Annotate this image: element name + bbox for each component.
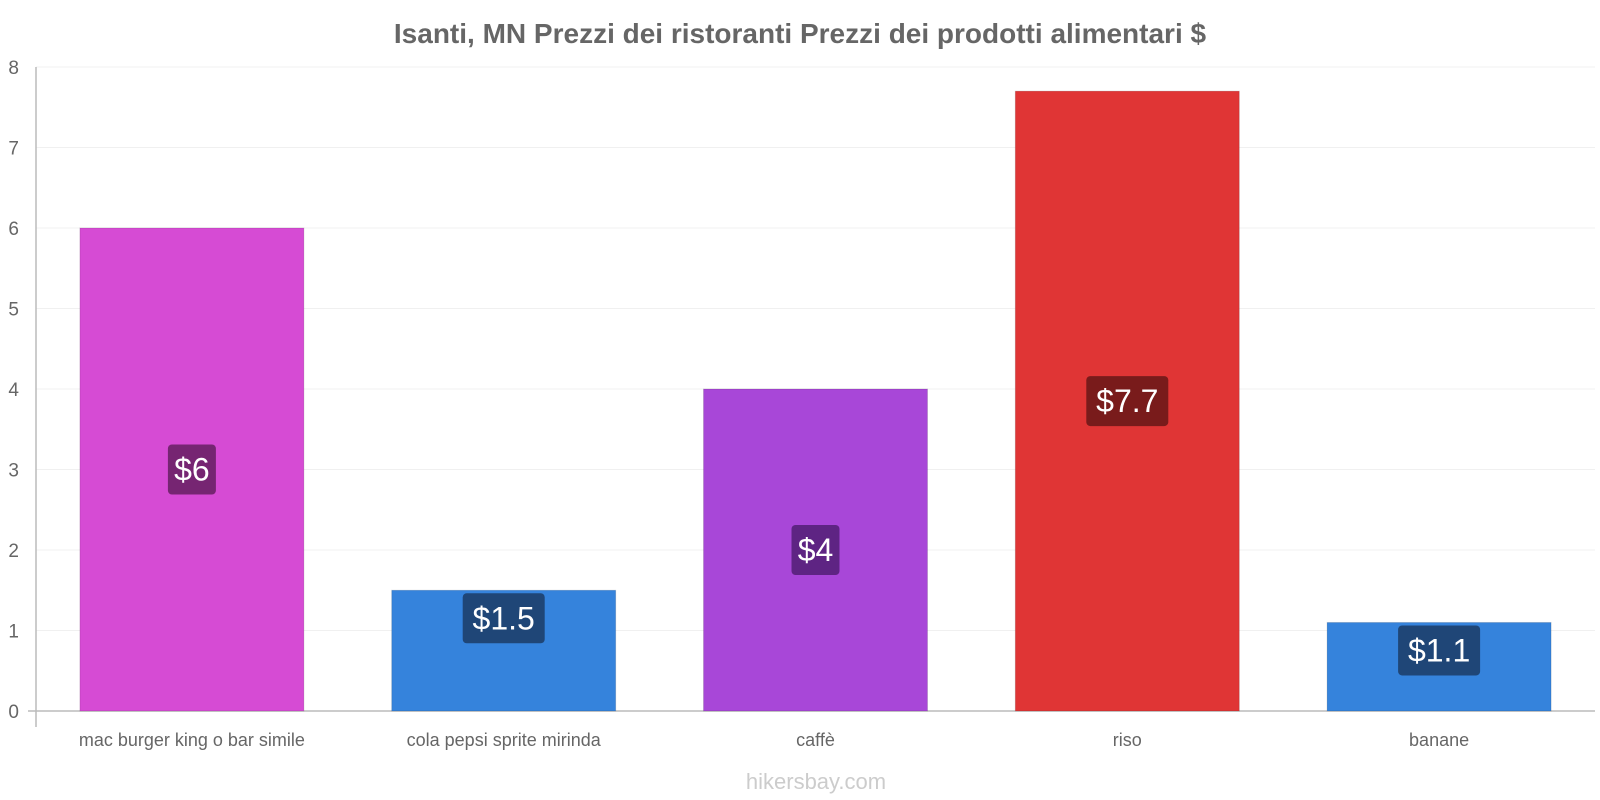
x-tick-labels: mac burger king o bar simile cola pepsi s… — [79, 730, 1469, 750]
data-label-box-2 — [791, 525, 840, 575]
x-tick-label-1: cola pepsi sprite mirinda — [407, 730, 602, 750]
data-label-box-4 — [1398, 625, 1481, 676]
data-label-box-1 — [462, 593, 545, 644]
y-tick-label: 5 — [8, 300, 19, 321]
x-tick-label-4: banane — [1409, 730, 1469, 750]
data-label-0: $6 — [174, 452, 210, 488]
data-label-1: $1.5 — [473, 600, 535, 636]
y-tick-label: 8 — [8, 58, 19, 79]
chart-title: Isanti, MN Prezzi dei ristoranti Prezzi … — [394, 18, 1207, 49]
bars — [79, 90, 1552, 712]
data-labels: $6 $1.5 $4 $7.7 $1.1 — [167, 376, 1481, 676]
data-label-4: $1.1 — [1408, 632, 1470, 668]
data-label-box-0 — [167, 444, 216, 495]
y-tick-label: 6 — [8, 219, 19, 240]
y-tick-label: 3 — [8, 461, 19, 482]
y-tick-label: 1 — [8, 622, 19, 643]
x-tick-label-0: mac burger king o bar simile — [79, 730, 305, 750]
y-tick-label: 2 — [8, 541, 19, 562]
y-tick-label: 7 — [8, 139, 19, 160]
data-label-2: $4 — [798, 532, 834, 568]
data-label-box-3 — [1086, 376, 1169, 427]
y-tick-label: 4 — [8, 380, 19, 401]
x-tick-label-3: riso — [1113, 730, 1142, 750]
data-label-3: $7.7 — [1096, 383, 1158, 419]
x-tick-label-2: caffè — [796, 730, 835, 750]
y-tick-label: 0 — [8, 702, 19, 723]
watermark: hikersbay.com — [746, 769, 886, 794]
